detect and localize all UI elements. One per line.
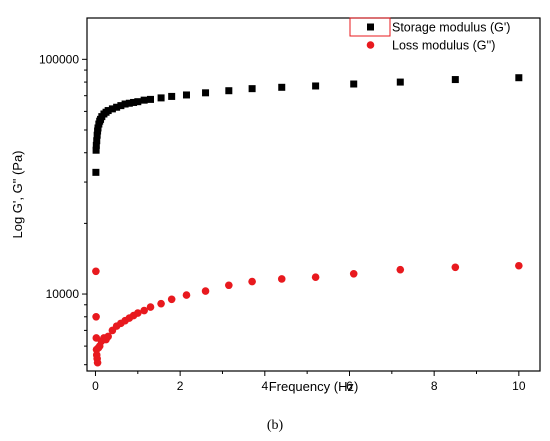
- data-point: [130, 98, 138, 106]
- data-point: [92, 141, 100, 149]
- legend-highlight-box: [349, 17, 391, 37]
- data-point: [146, 303, 155, 311]
- data-point: [248, 85, 256, 93]
- legend: Storage modulus (G') Loss modulus (G''): [349, 17, 510, 53]
- data-point: [93, 137, 101, 145]
- plot-frame: [86, 17, 541, 372]
- figure-caption: (b): [266, 418, 284, 433]
- data-point: [225, 281, 233, 290]
- data-point: [125, 99, 133, 107]
- data-point: [104, 332, 112, 341]
- legend-entry-label: Loss modulus (G''): [392, 39, 495, 53]
- data-point: [108, 105, 116, 113]
- y-axis-ticks: 10000 100000: [39, 52, 87, 366]
- data-point: [396, 78, 404, 86]
- x-tick-label: 6: [346, 379, 353, 393]
- data-point: [92, 267, 100, 276]
- data-point: [168, 92, 176, 100]
- data-point: [451, 263, 460, 272]
- data-point: [311, 273, 320, 281]
- x-tick-label: 8: [431, 379, 438, 393]
- legend-entry-label: Storage modulus (G'): [392, 21, 510, 35]
- data-point: [278, 83, 286, 91]
- x-tick-label: 4: [261, 379, 268, 393]
- data-point: [515, 74, 523, 82]
- data-point: [182, 291, 191, 299]
- data-point: [104, 107, 112, 115]
- x-axis-label: Frequency (Hz): [269, 379, 359, 394]
- data-point: [117, 102, 125, 110]
- legend-marker-square: [367, 23, 374, 31]
- x-tick-label: 0: [92, 379, 99, 393]
- data-point: [248, 277, 256, 286]
- data-point: [451, 76, 459, 84]
- data-point: [277, 275, 286, 283]
- legend-marker-circle: [366, 41, 375, 49]
- data-point: [515, 261, 523, 270]
- data-point: [202, 89, 210, 97]
- plot-border: [86, 17, 541, 372]
- data-point: [92, 168, 100, 176]
- series-storage-modulus: [92, 74, 523, 176]
- y-tick-label: 100000: [39, 52, 79, 66]
- data-point: [147, 95, 155, 103]
- y-tick-label: 10000: [46, 287, 80, 301]
- y-axis-label: Log G', G" (Pa): [10, 150, 25, 238]
- series-loss-modulus: [92, 261, 523, 367]
- data-point: [94, 124, 102, 132]
- data-point: [113, 103, 121, 111]
- data-point: [167, 295, 176, 304]
- data-point: [350, 80, 358, 88]
- data-point: [312, 82, 320, 90]
- data-point: [201, 287, 210, 295]
- data-point: [140, 96, 148, 104]
- x-axis-ticks: 0 2 4 6 8 10: [92, 371, 526, 393]
- data-point: [92, 146, 100, 154]
- data-point: [134, 98, 142, 106]
- data-point: [93, 358, 102, 367]
- data-point: [134, 309, 142, 317]
- data-point: [182, 91, 190, 99]
- x-tick-label: 10: [512, 379, 526, 393]
- data-point: [121, 100, 129, 108]
- data-point: [396, 265, 405, 274]
- data-point: [92, 312, 100, 321]
- data-point: [157, 299, 165, 308]
- data-point: [349, 269, 358, 278]
- data-point: [225, 87, 233, 95]
- x-tick-label: 2: [177, 379, 184, 393]
- data-point: [140, 306, 148, 315]
- data-point: [157, 94, 165, 102]
- series-layer: [92, 74, 523, 367]
- data-point: [93, 131, 101, 139]
